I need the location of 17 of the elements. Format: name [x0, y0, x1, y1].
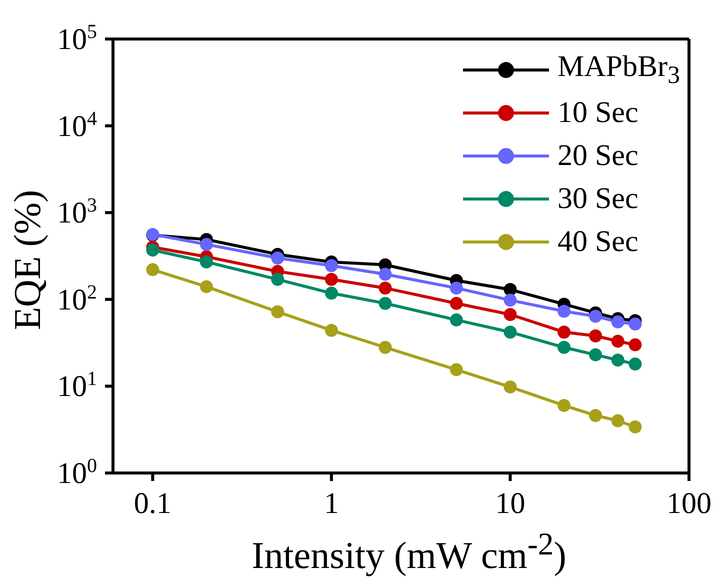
legend-label: MAPbBr$_{3}$: [557, 50, 680, 90]
legend-label: 40 Sec: [557, 224, 638, 258]
y-tick-label: 10$^{4}$: [57, 108, 97, 143]
x-axis-title: Intensity (mW cm$^{-2}$): [252, 526, 566, 577]
x-tick-label: 10: [495, 487, 526, 520]
y-tick-label: 10$^{5}$: [57, 21, 97, 56]
y-tick-label: 10$^{0}$: [57, 455, 97, 490]
y-axis-title: EQE (%): [7, 190, 49, 330]
y-tick-label: 10$^{3}$: [57, 194, 97, 230]
x-tick-label: 0.1: [134, 487, 172, 520]
legend-label: 30 Sec: [557, 182, 638, 216]
x-tick-label: 100: [666, 487, 712, 520]
y-tick-label: 10$^{2}$: [57, 281, 97, 316]
legend-label: 10 Sec: [557, 96, 638, 130]
y-tick-label: 10$^{1}$: [57, 368, 97, 404]
x-tick-label: 1: [324, 487, 339, 520]
legend-label: 20 Sec: [557, 138, 638, 172]
